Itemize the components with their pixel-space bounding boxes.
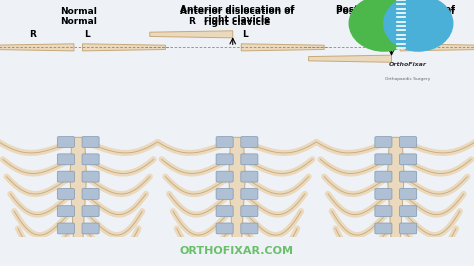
Polygon shape bbox=[82, 44, 165, 51]
Text: R: R bbox=[188, 17, 195, 26]
Text: Posterior dislocation of
right clavicle: Posterior dislocation of right clavicle bbox=[336, 7, 456, 27]
Polygon shape bbox=[228, 137, 246, 266]
Circle shape bbox=[384, 0, 453, 51]
FancyBboxPatch shape bbox=[400, 154, 417, 165]
FancyBboxPatch shape bbox=[375, 171, 392, 182]
FancyBboxPatch shape bbox=[57, 171, 74, 182]
Polygon shape bbox=[150, 31, 233, 38]
FancyBboxPatch shape bbox=[57, 223, 74, 234]
Circle shape bbox=[349, 0, 418, 51]
Text: ORTHOFIXAR.COM: ORTHOFIXAR.COM bbox=[180, 246, 294, 256]
FancyBboxPatch shape bbox=[216, 206, 233, 217]
FancyBboxPatch shape bbox=[216, 223, 233, 234]
Text: Anterior dislocation of
right clavicle: Anterior dislocation of right clavicle bbox=[180, 7, 294, 27]
Text: Anterior dislocation of
right clavicle: Anterior dislocation of right clavicle bbox=[180, 5, 294, 24]
FancyBboxPatch shape bbox=[400, 171, 417, 182]
FancyBboxPatch shape bbox=[375, 154, 392, 165]
FancyBboxPatch shape bbox=[375, 137, 392, 147]
Polygon shape bbox=[0, 44, 74, 51]
FancyBboxPatch shape bbox=[375, 188, 392, 199]
FancyBboxPatch shape bbox=[57, 206, 74, 217]
FancyBboxPatch shape bbox=[82, 171, 99, 182]
Polygon shape bbox=[400, 44, 474, 51]
FancyBboxPatch shape bbox=[400, 206, 417, 217]
Text: L: L bbox=[83, 30, 90, 39]
Polygon shape bbox=[241, 44, 324, 51]
FancyBboxPatch shape bbox=[57, 154, 74, 165]
FancyBboxPatch shape bbox=[216, 188, 233, 199]
Polygon shape bbox=[309, 55, 392, 62]
FancyBboxPatch shape bbox=[82, 223, 99, 234]
Text: L: L bbox=[401, 30, 407, 39]
Text: Normal: Normal bbox=[60, 16, 97, 26]
Text: R: R bbox=[29, 30, 36, 39]
FancyBboxPatch shape bbox=[241, 223, 258, 234]
FancyBboxPatch shape bbox=[375, 206, 392, 217]
FancyBboxPatch shape bbox=[57, 137, 74, 147]
FancyBboxPatch shape bbox=[57, 188, 74, 199]
FancyBboxPatch shape bbox=[241, 137, 258, 147]
FancyBboxPatch shape bbox=[400, 223, 417, 234]
FancyBboxPatch shape bbox=[216, 137, 233, 147]
Text: Orthopaedic Surgery: Orthopaedic Surgery bbox=[385, 77, 430, 81]
FancyBboxPatch shape bbox=[241, 206, 258, 217]
FancyBboxPatch shape bbox=[400, 188, 417, 199]
FancyBboxPatch shape bbox=[241, 171, 258, 182]
Text: Posterior dislocation of
right clavicle: Posterior dislocation of right clavicle bbox=[336, 5, 456, 24]
FancyBboxPatch shape bbox=[82, 154, 99, 165]
Polygon shape bbox=[70, 137, 87, 266]
Text: Normal: Normal bbox=[60, 7, 97, 16]
FancyBboxPatch shape bbox=[82, 188, 99, 199]
FancyBboxPatch shape bbox=[82, 137, 99, 147]
FancyBboxPatch shape bbox=[241, 188, 258, 199]
FancyBboxPatch shape bbox=[216, 154, 233, 165]
Text: L: L bbox=[242, 30, 248, 39]
Polygon shape bbox=[387, 137, 404, 266]
FancyBboxPatch shape bbox=[216, 171, 233, 182]
Text: OrthoFixar: OrthoFixar bbox=[389, 62, 427, 67]
FancyBboxPatch shape bbox=[82, 206, 99, 217]
FancyBboxPatch shape bbox=[400, 137, 417, 147]
FancyBboxPatch shape bbox=[241, 154, 258, 165]
FancyBboxPatch shape bbox=[375, 223, 392, 234]
